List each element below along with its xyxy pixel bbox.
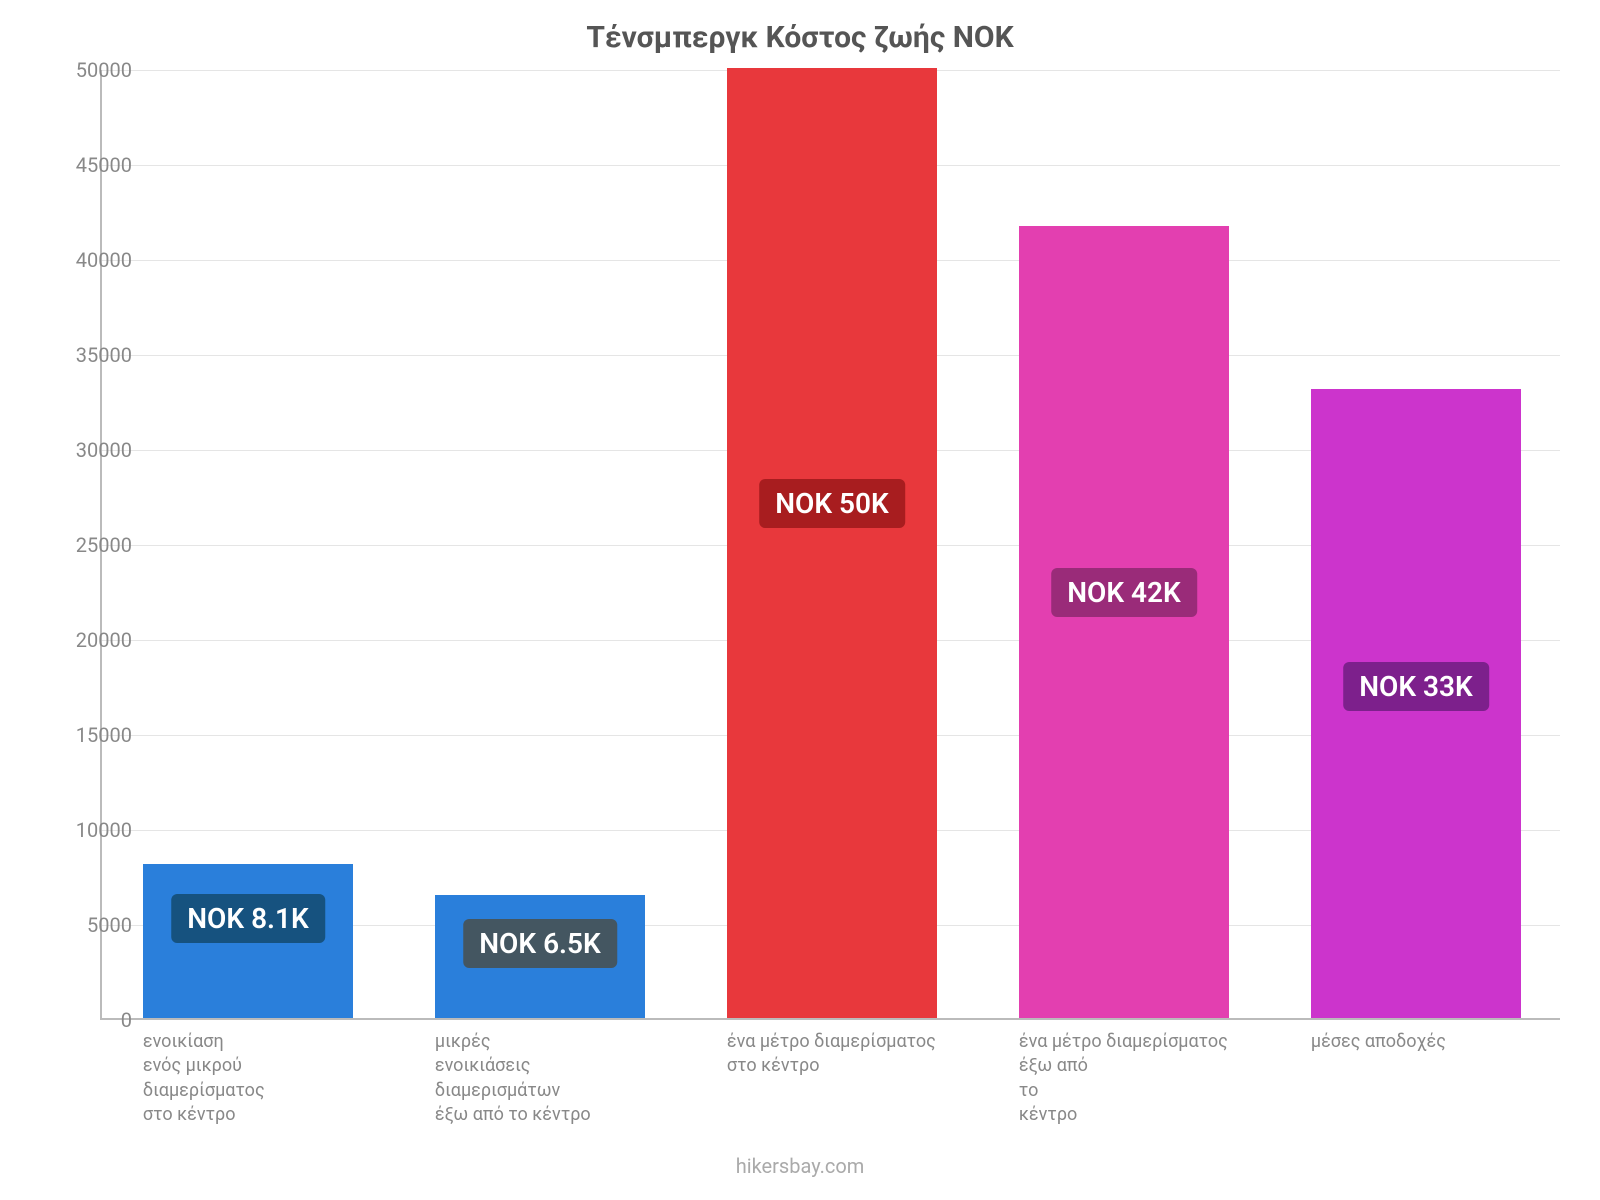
- ytick-label: 50000: [52, 58, 132, 82]
- ytick-label: 20000: [52, 628, 132, 652]
- ytick-label: 45000: [52, 153, 132, 177]
- value-badge: NOK 33K: [1343, 662, 1489, 711]
- bar: [1019, 226, 1229, 1018]
- xtick-label: μικρές ενοικιάσεις διαμερισμάτων έξω από…: [435, 1018, 591, 1127]
- ytick-label: 30000: [52, 438, 132, 462]
- value-badge: NOK 50K: [759, 479, 905, 528]
- chart-title: Τένσμπεργκ Κόστος ζωής NOK: [0, 20, 1600, 55]
- cost-of-living-chart: Τένσμπεργκ Κόστος ζωής NOK NOK 8.1Kενοικ…: [0, 0, 1600, 1200]
- value-badge: NOK 42K: [1051, 568, 1197, 617]
- xtick-label: ένα μέτρο διαμερίσματος στο κέντρο: [727, 1018, 936, 1079]
- ytick-label: 25000: [52, 533, 132, 557]
- value-badge: NOK 8.1K: [171, 894, 325, 943]
- xtick-label: μέσες αποδοχές: [1311, 1018, 1446, 1054]
- xtick-label: ενοικίαση ενός μικρού διαμερίσματος στο …: [143, 1018, 265, 1127]
- chart-source: hikersbay.com: [0, 1154, 1600, 1178]
- plot-area: NOK 8.1Kενοικίαση ενός μικρού διαμερίσμα…: [100, 70, 1560, 1020]
- ytick-label: 15000: [52, 723, 132, 747]
- ytick-label: 10000: [52, 818, 132, 842]
- xtick-label: ένα μέτρο διαμερίσματος έξω από το κέντρ…: [1019, 1018, 1228, 1127]
- ytick-label: 0: [52, 1008, 132, 1032]
- ytick-label: 35000: [52, 343, 132, 367]
- bar: [727, 68, 937, 1018]
- ytick-label: 40000: [52, 248, 132, 272]
- ytick-label: 5000: [52, 913, 132, 937]
- value-badge: NOK 6.5K: [463, 919, 617, 968]
